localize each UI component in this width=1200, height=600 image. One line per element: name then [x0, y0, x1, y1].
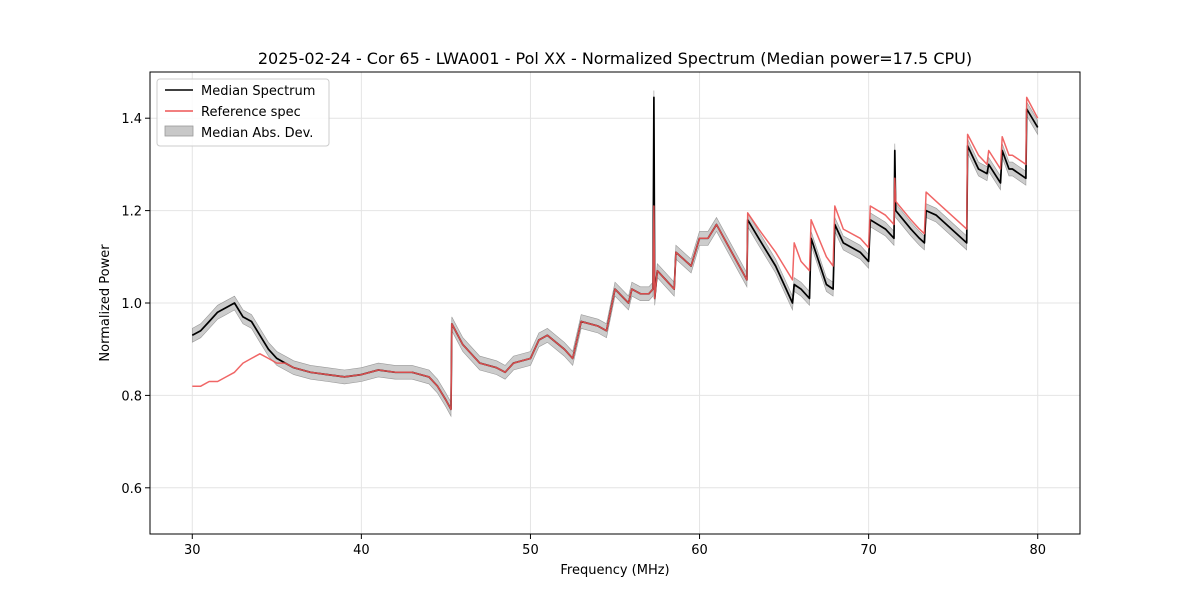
y-tick-label: 1.0: [121, 297, 142, 312]
x-axis-label: Frequency (MHz): [560, 563, 669, 578]
legend: Median Spectrum Reference spec Median Ab…: [156, 78, 330, 147]
y-axis-label: Normalized Power: [98, 244, 113, 362]
legend-mad-label: Median Abs. Dev.: [201, 126, 313, 141]
y-tick-label: 1.2: [121, 205, 142, 220]
y-tick-label: 1.4: [121, 112, 142, 127]
series-lines: [191, 96, 1039, 411]
mad-band-area: [192, 90, 1038, 418]
mad-band: [192, 90, 1038, 418]
chart-title: 2025-02-24 - Cor 65 - LWA001 - Pol XX - …: [258, 49, 972, 68]
legend-median-label: Median Spectrum: [201, 84, 315, 99]
y-tick-label: 0.6: [121, 482, 142, 497]
legend-reference-label: Reference spec: [201, 105, 301, 120]
legend-frame: [156, 78, 330, 147]
reference-spectrum-line: [192, 96, 1039, 411]
x-tick-label: 30: [184, 543, 201, 558]
x-tick-label: 50: [522, 543, 539, 558]
x-tick-label: 70: [860, 543, 877, 558]
y-tick-label: 0.8: [121, 389, 142, 404]
x-tick-label: 80: [1029, 543, 1046, 558]
x-tick-label: 40: [353, 543, 370, 558]
legend-mad-swatch: [164, 125, 194, 137]
axis-ticks: 30 40 50 60 70 80 0.6 0.8 1.0 1.2 1.4: [121, 112, 1046, 558]
x-tick-label: 60: [691, 543, 708, 558]
